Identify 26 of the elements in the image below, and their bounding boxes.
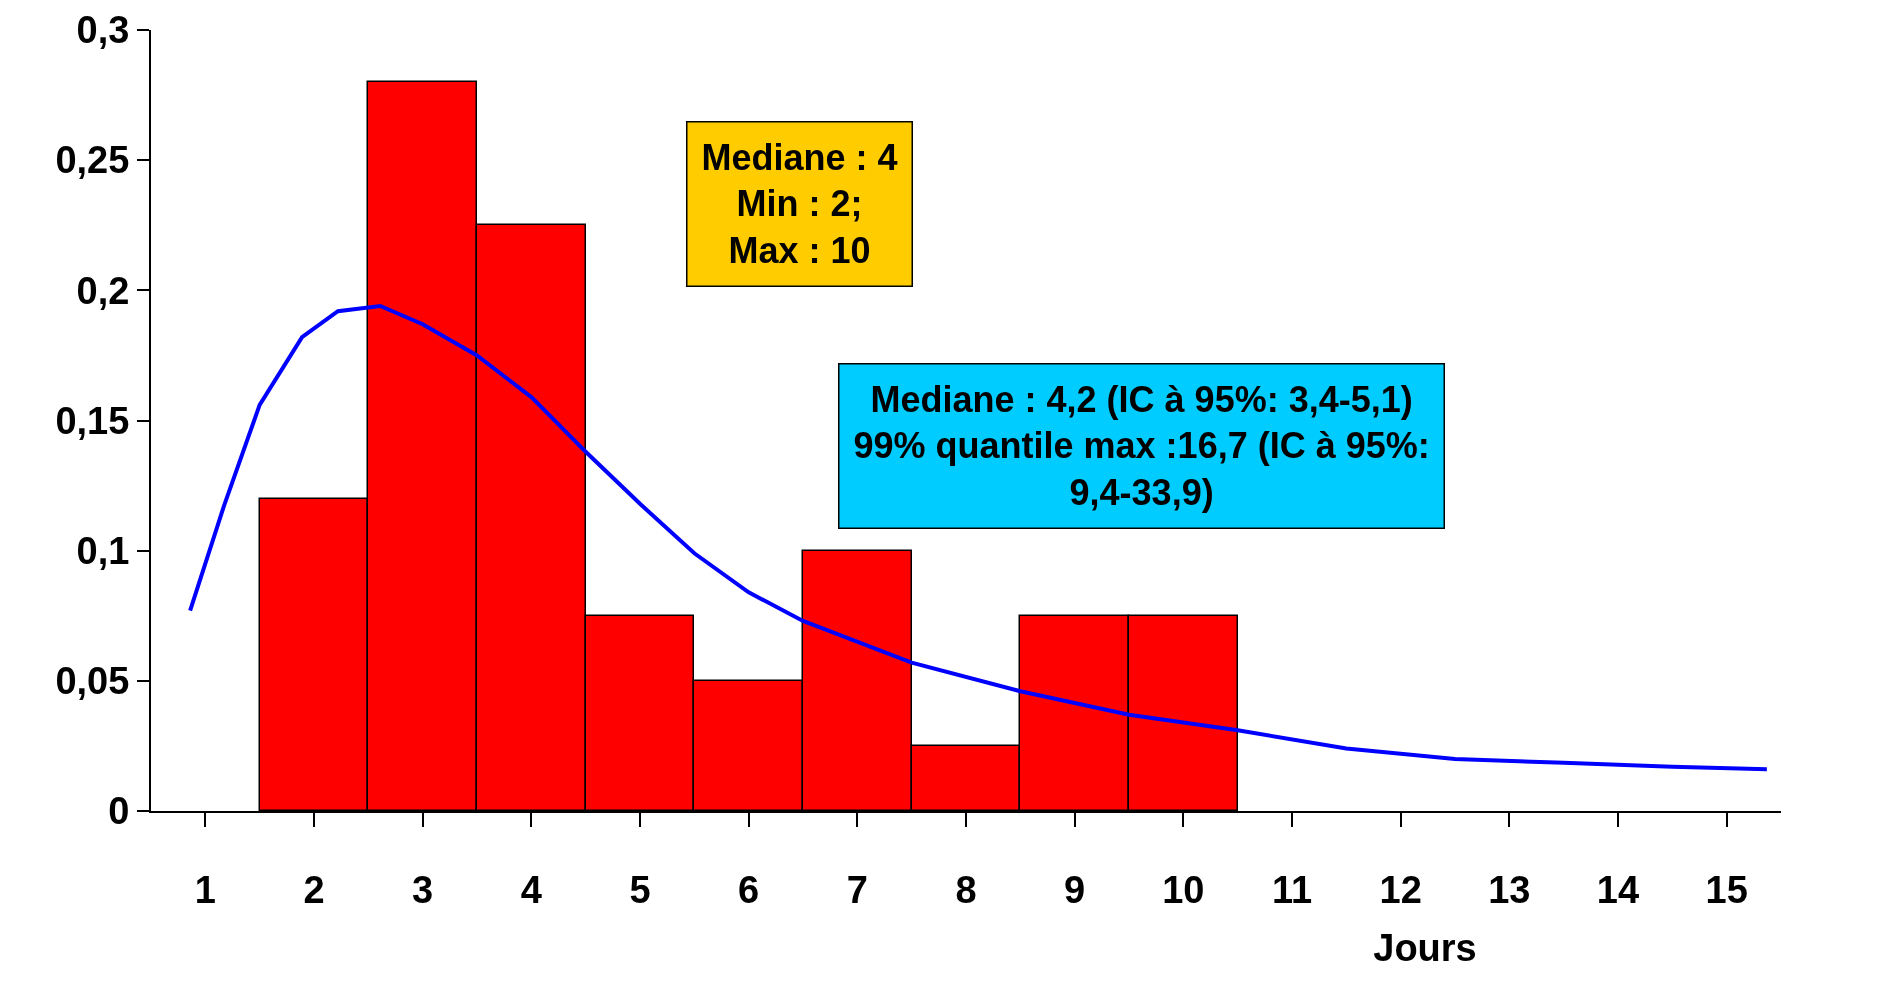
x-tick-label: 11 (1271, 868, 1313, 911)
x-tick-label: 1 (194, 868, 216, 911)
y-tick-label: 0,3 (76, 9, 130, 52)
x-tick-label: 7 (846, 868, 868, 911)
x-tick-label: 15 (1705, 868, 1748, 911)
x-tick-label: 10 (1162, 868, 1205, 911)
y-tick-label: 0,05 (55, 660, 130, 703)
line-series (188, 303, 1769, 772)
x-tick-label: 6 (738, 868, 760, 911)
x-axis-title: Jours (1373, 927, 1477, 970)
x-tick-label: 5 (629, 868, 651, 911)
y-tick-label: 0 (108, 790, 130, 833)
x-tick-label: 3 (412, 868, 434, 911)
y-tick-label: 0,25 (55, 139, 130, 182)
x-tick-label: 9 (1064, 868, 1086, 911)
y-tick-label: 0,1 (76, 529, 130, 572)
y-tick-label: 0,15 (55, 399, 130, 442)
x-tick-label: 4 (520, 868, 542, 911)
x-tick-label: 2 (303, 868, 325, 911)
annotation: Mediane : 4 Min : 2; Max : 10 (701, 136, 898, 272)
annotation: Mediane : 4,2 (IC à 95%: 3,4-5,1) 99% quantile max :16,7 (IC à 95%: 9,4-33,9) (853, 378, 1430, 514)
y-tick-label: 0,2 (76, 269, 130, 312)
x-tick-label: 13 (1488, 868, 1531, 911)
x-tick-label: 14 (1596, 868, 1640, 911)
x-tick-label: 12 (1379, 868, 1422, 911)
x-tick-label: 8 (955, 868, 977, 911)
